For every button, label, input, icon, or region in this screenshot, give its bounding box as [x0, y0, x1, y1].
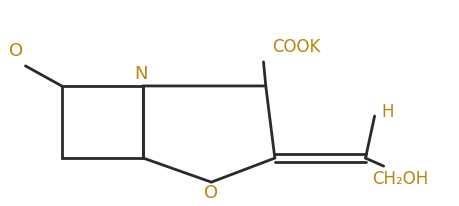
Text: COOK: COOK: [273, 38, 321, 56]
Text: O: O: [204, 183, 218, 201]
Text: H: H: [381, 103, 394, 121]
Text: O: O: [9, 42, 23, 60]
Text: CH₂OH: CH₂OH: [372, 169, 429, 187]
Text: N: N: [134, 65, 148, 83]
